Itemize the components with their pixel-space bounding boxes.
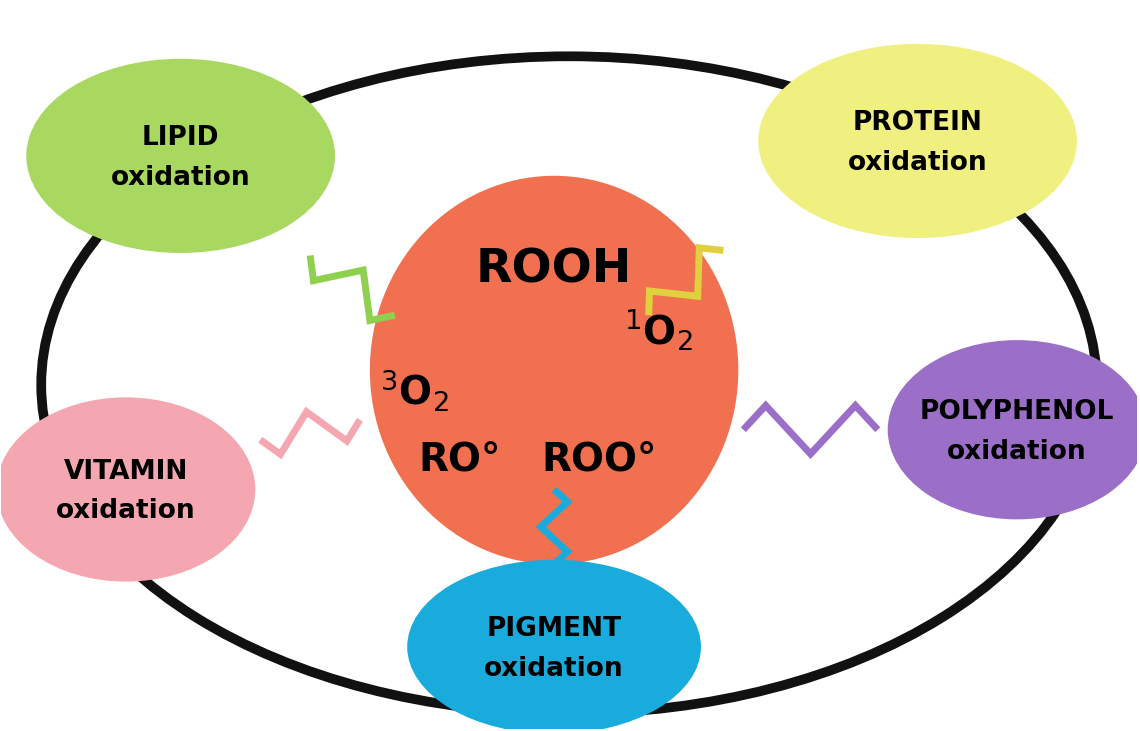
Text: ROOH: ROOH <box>475 248 633 293</box>
Text: PIGMENT: PIGMENT <box>487 616 621 642</box>
Ellipse shape <box>407 560 701 731</box>
Text: oxidation: oxidation <box>111 164 251 191</box>
Ellipse shape <box>26 58 335 253</box>
Ellipse shape <box>888 340 1140 519</box>
Ellipse shape <box>369 175 739 564</box>
Text: oxidation: oxidation <box>484 656 624 682</box>
Text: POLYPHENOL: POLYPHENOL <box>920 399 1115 425</box>
Text: PROTEIN: PROTEIN <box>853 110 983 136</box>
Text: oxidation: oxidation <box>848 150 987 176</box>
Text: $^3$O$_2$: $^3$O$_2$ <box>381 367 449 413</box>
Text: RO°: RO° <box>418 441 500 479</box>
Text: LIPID: LIPID <box>141 125 219 151</box>
Ellipse shape <box>0 398 255 582</box>
Text: $^1$O$_2$: $^1$O$_2$ <box>625 308 693 353</box>
Text: VITAMIN: VITAMIN <box>64 458 188 485</box>
Ellipse shape <box>758 44 1077 238</box>
Text: oxidation: oxidation <box>56 499 196 524</box>
Text: oxidation: oxidation <box>947 439 1086 465</box>
Text: ROO°: ROO° <box>542 441 657 479</box>
